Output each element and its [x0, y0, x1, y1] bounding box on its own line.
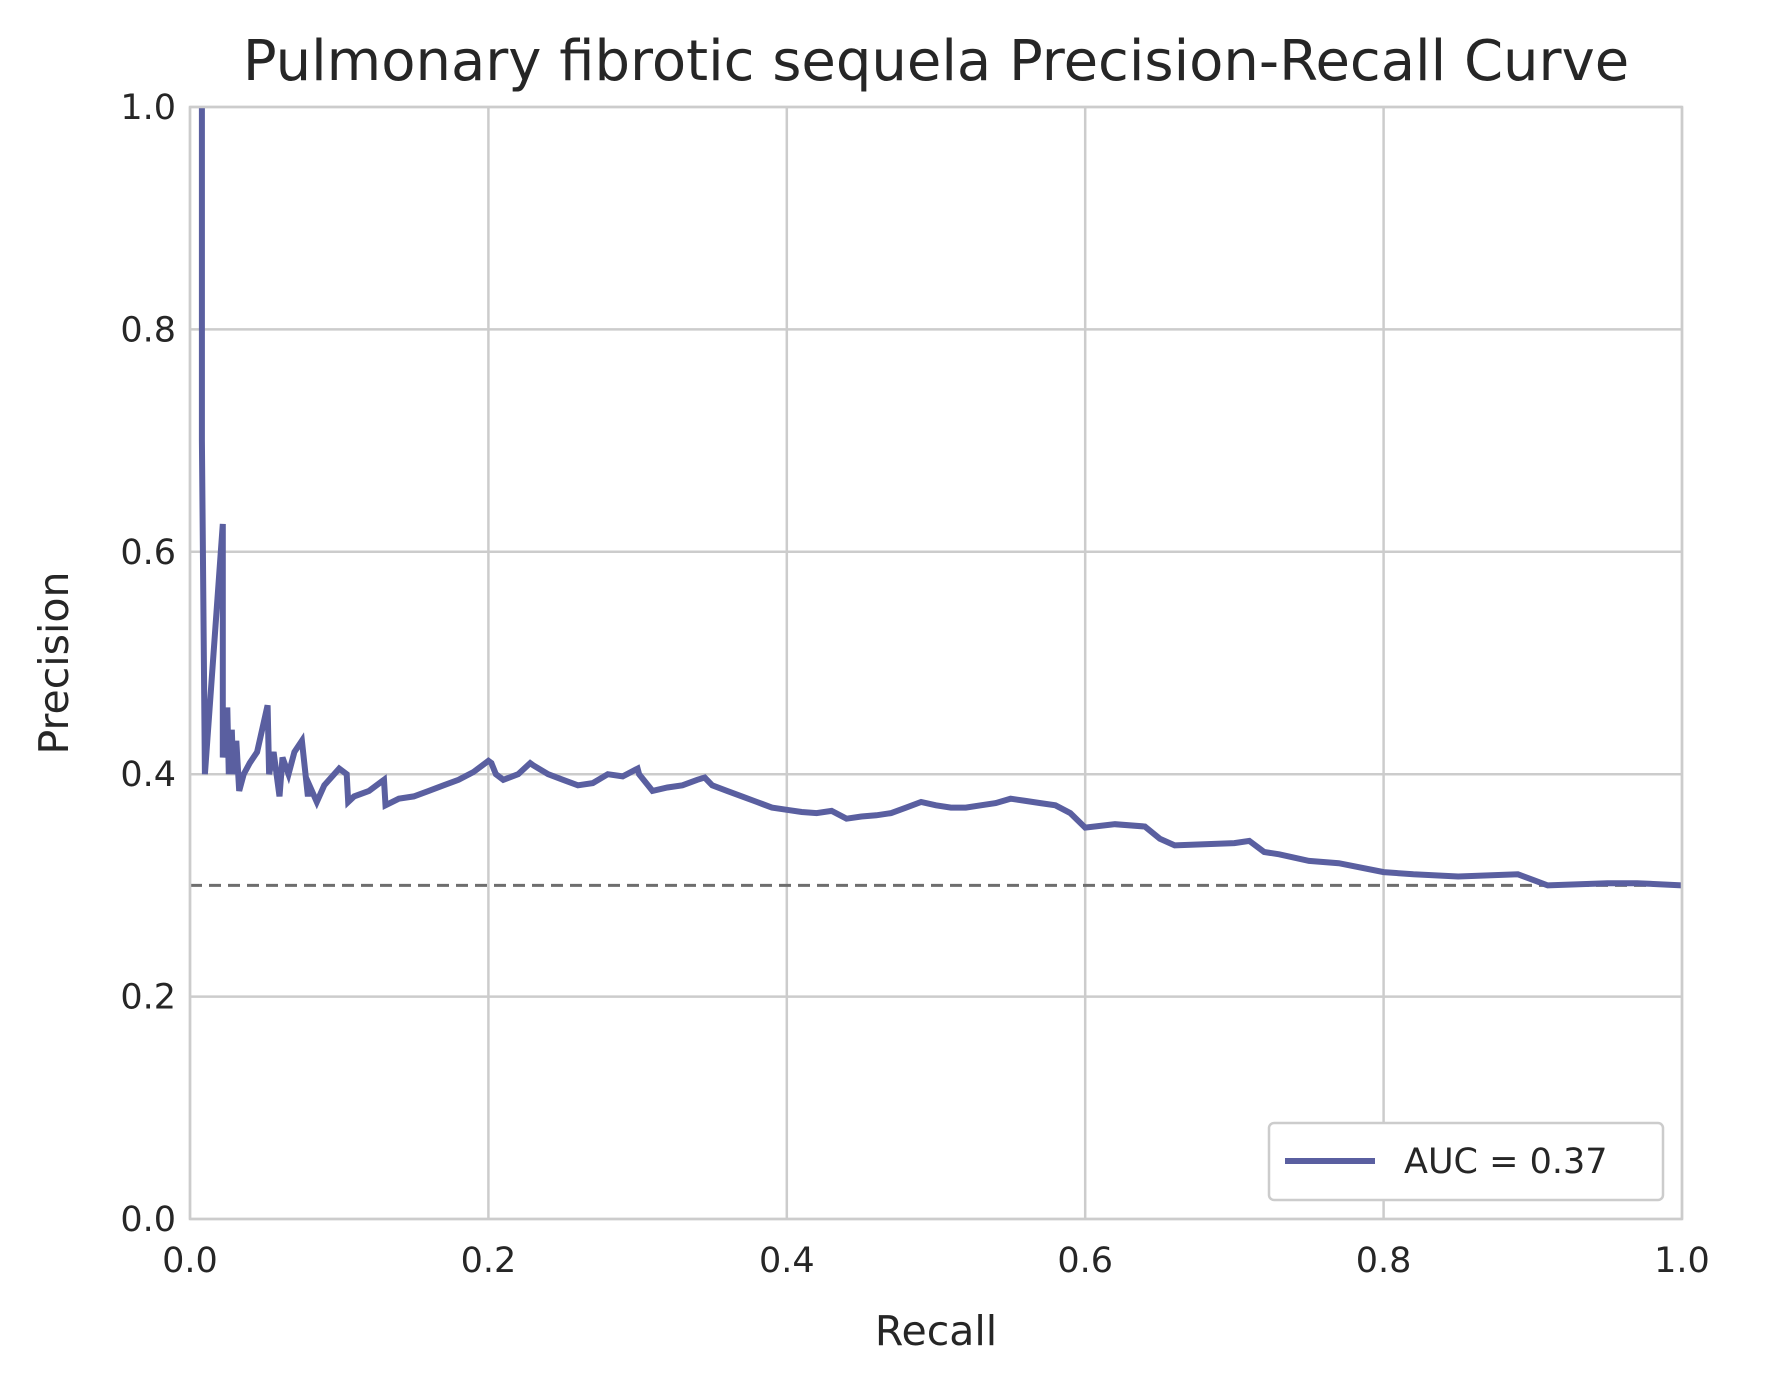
plot-background [190, 107, 1682, 1219]
legend-label: AUC = 0.37 [1404, 1142, 1608, 1182]
x-tick-labels: 0.0 0.2 0.4 0.6 0.8 1.0 [162, 1241, 1710, 1281]
y-tick-label: 0.4 [120, 755, 176, 795]
y-tick-label: 0.8 [120, 310, 176, 350]
y-tick-label: 0.0 [120, 1200, 176, 1240]
legend: AUC = 0.37 [1267, 1121, 1665, 1202]
chart-title: Pulmonary fibrotic sequela Precision-Rec… [243, 29, 1629, 94]
x-axis-label: Recall [875, 1307, 997, 1355]
y-tick-label: 0.2 [120, 978, 176, 1018]
x-tick-label: 0.8 [1356, 1241, 1412, 1281]
y-tick-labels: 0.0 0.2 0.4 0.6 0.8 1.0 [120, 88, 176, 1240]
y-tick-label: 1.0 [120, 88, 176, 128]
x-tick-label: 0.6 [1057, 1241, 1113, 1281]
legend-box [1267, 1121, 1665, 1202]
y-tick-label: 0.6 [120, 533, 176, 573]
x-tick-label: 0.0 [162, 1241, 218, 1281]
x-tick-label: 0.2 [461, 1241, 517, 1281]
plot-frame [188, 105, 1684, 1221]
x-tick-label: 0.4 [759, 1241, 815, 1281]
y-axis-label: Precision [30, 572, 78, 755]
x-tick-label: 1.0 [1654, 1241, 1710, 1281]
pr-curve-line [198, 107, 1683, 889]
